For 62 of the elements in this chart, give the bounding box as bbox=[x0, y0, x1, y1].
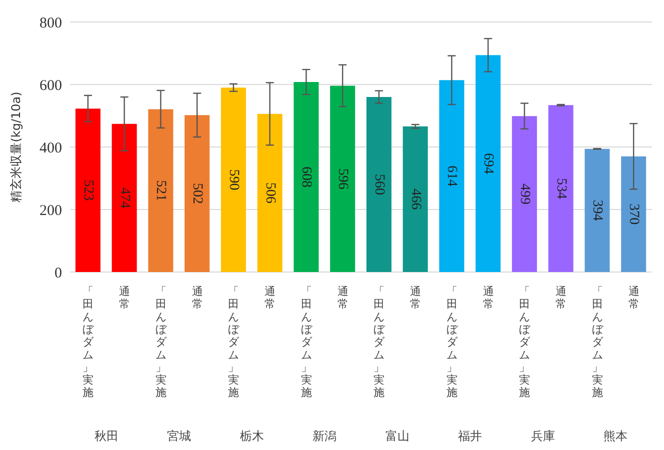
y-axis-title: 精玄米収量(kg/10a) bbox=[9, 92, 23, 202]
x-tick-label: 通常 bbox=[628, 285, 640, 311]
data-label: 560 bbox=[371, 174, 386, 195]
y-tick-label: 400 bbox=[40, 140, 62, 156]
x-tick-label: 通常 bbox=[556, 285, 567, 311]
text: 福井 bbox=[458, 429, 482, 443]
bar bbox=[621, 156, 646, 272]
data-label: 590 bbox=[226, 169, 241, 190]
data-label: 370 bbox=[626, 204, 642, 225]
bar bbox=[330, 86, 356, 272]
bar bbox=[294, 82, 319, 272]
x-tick-label: 通常 bbox=[337, 285, 348, 311]
data-label: 506 bbox=[262, 182, 278, 204]
text: 秋田 bbox=[94, 429, 118, 443]
bar bbox=[75, 108, 100, 272]
y-tick-label: 800 bbox=[40, 15, 62, 32]
x-tick-label: 通常 bbox=[119, 285, 130, 311]
category-label: 「田んぼダム」実施 bbox=[446, 285, 458, 400]
data-label: 499 bbox=[516, 184, 532, 205]
category-label: 「田んぼダム」実施 bbox=[374, 285, 385, 400]
category-label: 「田んぼダム」実施 bbox=[155, 285, 166, 400]
data-label: 394 bbox=[590, 200, 605, 221]
data-label: 614 bbox=[444, 166, 460, 187]
category-label: 「田んぼダム」実施 bbox=[592, 285, 603, 400]
bar bbox=[257, 114, 282, 272]
text: 熊本 bbox=[604, 429, 628, 443]
data-label: 466 bbox=[408, 188, 423, 210]
bar bbox=[112, 124, 137, 272]
category-label: 「田んぼダム」実施 bbox=[300, 285, 312, 400]
bar bbox=[366, 97, 392, 272]
bar bbox=[184, 115, 210, 272]
y-tick-label: 0 bbox=[54, 265, 62, 282]
bar bbox=[584, 148, 610, 272]
bar bbox=[476, 55, 501, 272]
x-tick-label: 通常 bbox=[410, 285, 422, 311]
data-label: 534 bbox=[553, 178, 568, 200]
text: 宮城 bbox=[167, 429, 192, 443]
y-tick-label: 200 bbox=[40, 202, 62, 219]
data-label: 474 bbox=[116, 187, 132, 208]
category-label: 「田んぼダム」実施 bbox=[228, 285, 240, 400]
bar bbox=[512, 116, 537, 272]
x-tick-label: 通常 bbox=[192, 285, 203, 311]
bar bbox=[439, 80, 464, 272]
x-tick-label: 通常 bbox=[264, 285, 276, 311]
data-label: 521 bbox=[153, 180, 168, 202]
data-label: 523 bbox=[80, 180, 96, 201]
bar bbox=[220, 88, 246, 272]
x-tick-label: 通常 bbox=[482, 285, 494, 311]
bar bbox=[148, 109, 174, 272]
data-label: 502 bbox=[190, 183, 205, 204]
data-label: 596 bbox=[335, 168, 350, 190]
text: 栃木 bbox=[240, 429, 264, 443]
y-tick-label: 600 bbox=[40, 78, 62, 94]
category-label: 「田んぼダム」実施 bbox=[82, 285, 94, 400]
bar bbox=[402, 126, 428, 272]
text: 富山 bbox=[385, 429, 410, 443]
text: 兵庫 bbox=[530, 429, 555, 443]
category-label: 「田んぼダム」実施 bbox=[519, 285, 530, 400]
data-label: 608 bbox=[298, 166, 314, 188]
text: 新潟 bbox=[312, 429, 337, 443]
data-label: 694 bbox=[480, 153, 496, 174]
bar bbox=[548, 105, 574, 272]
